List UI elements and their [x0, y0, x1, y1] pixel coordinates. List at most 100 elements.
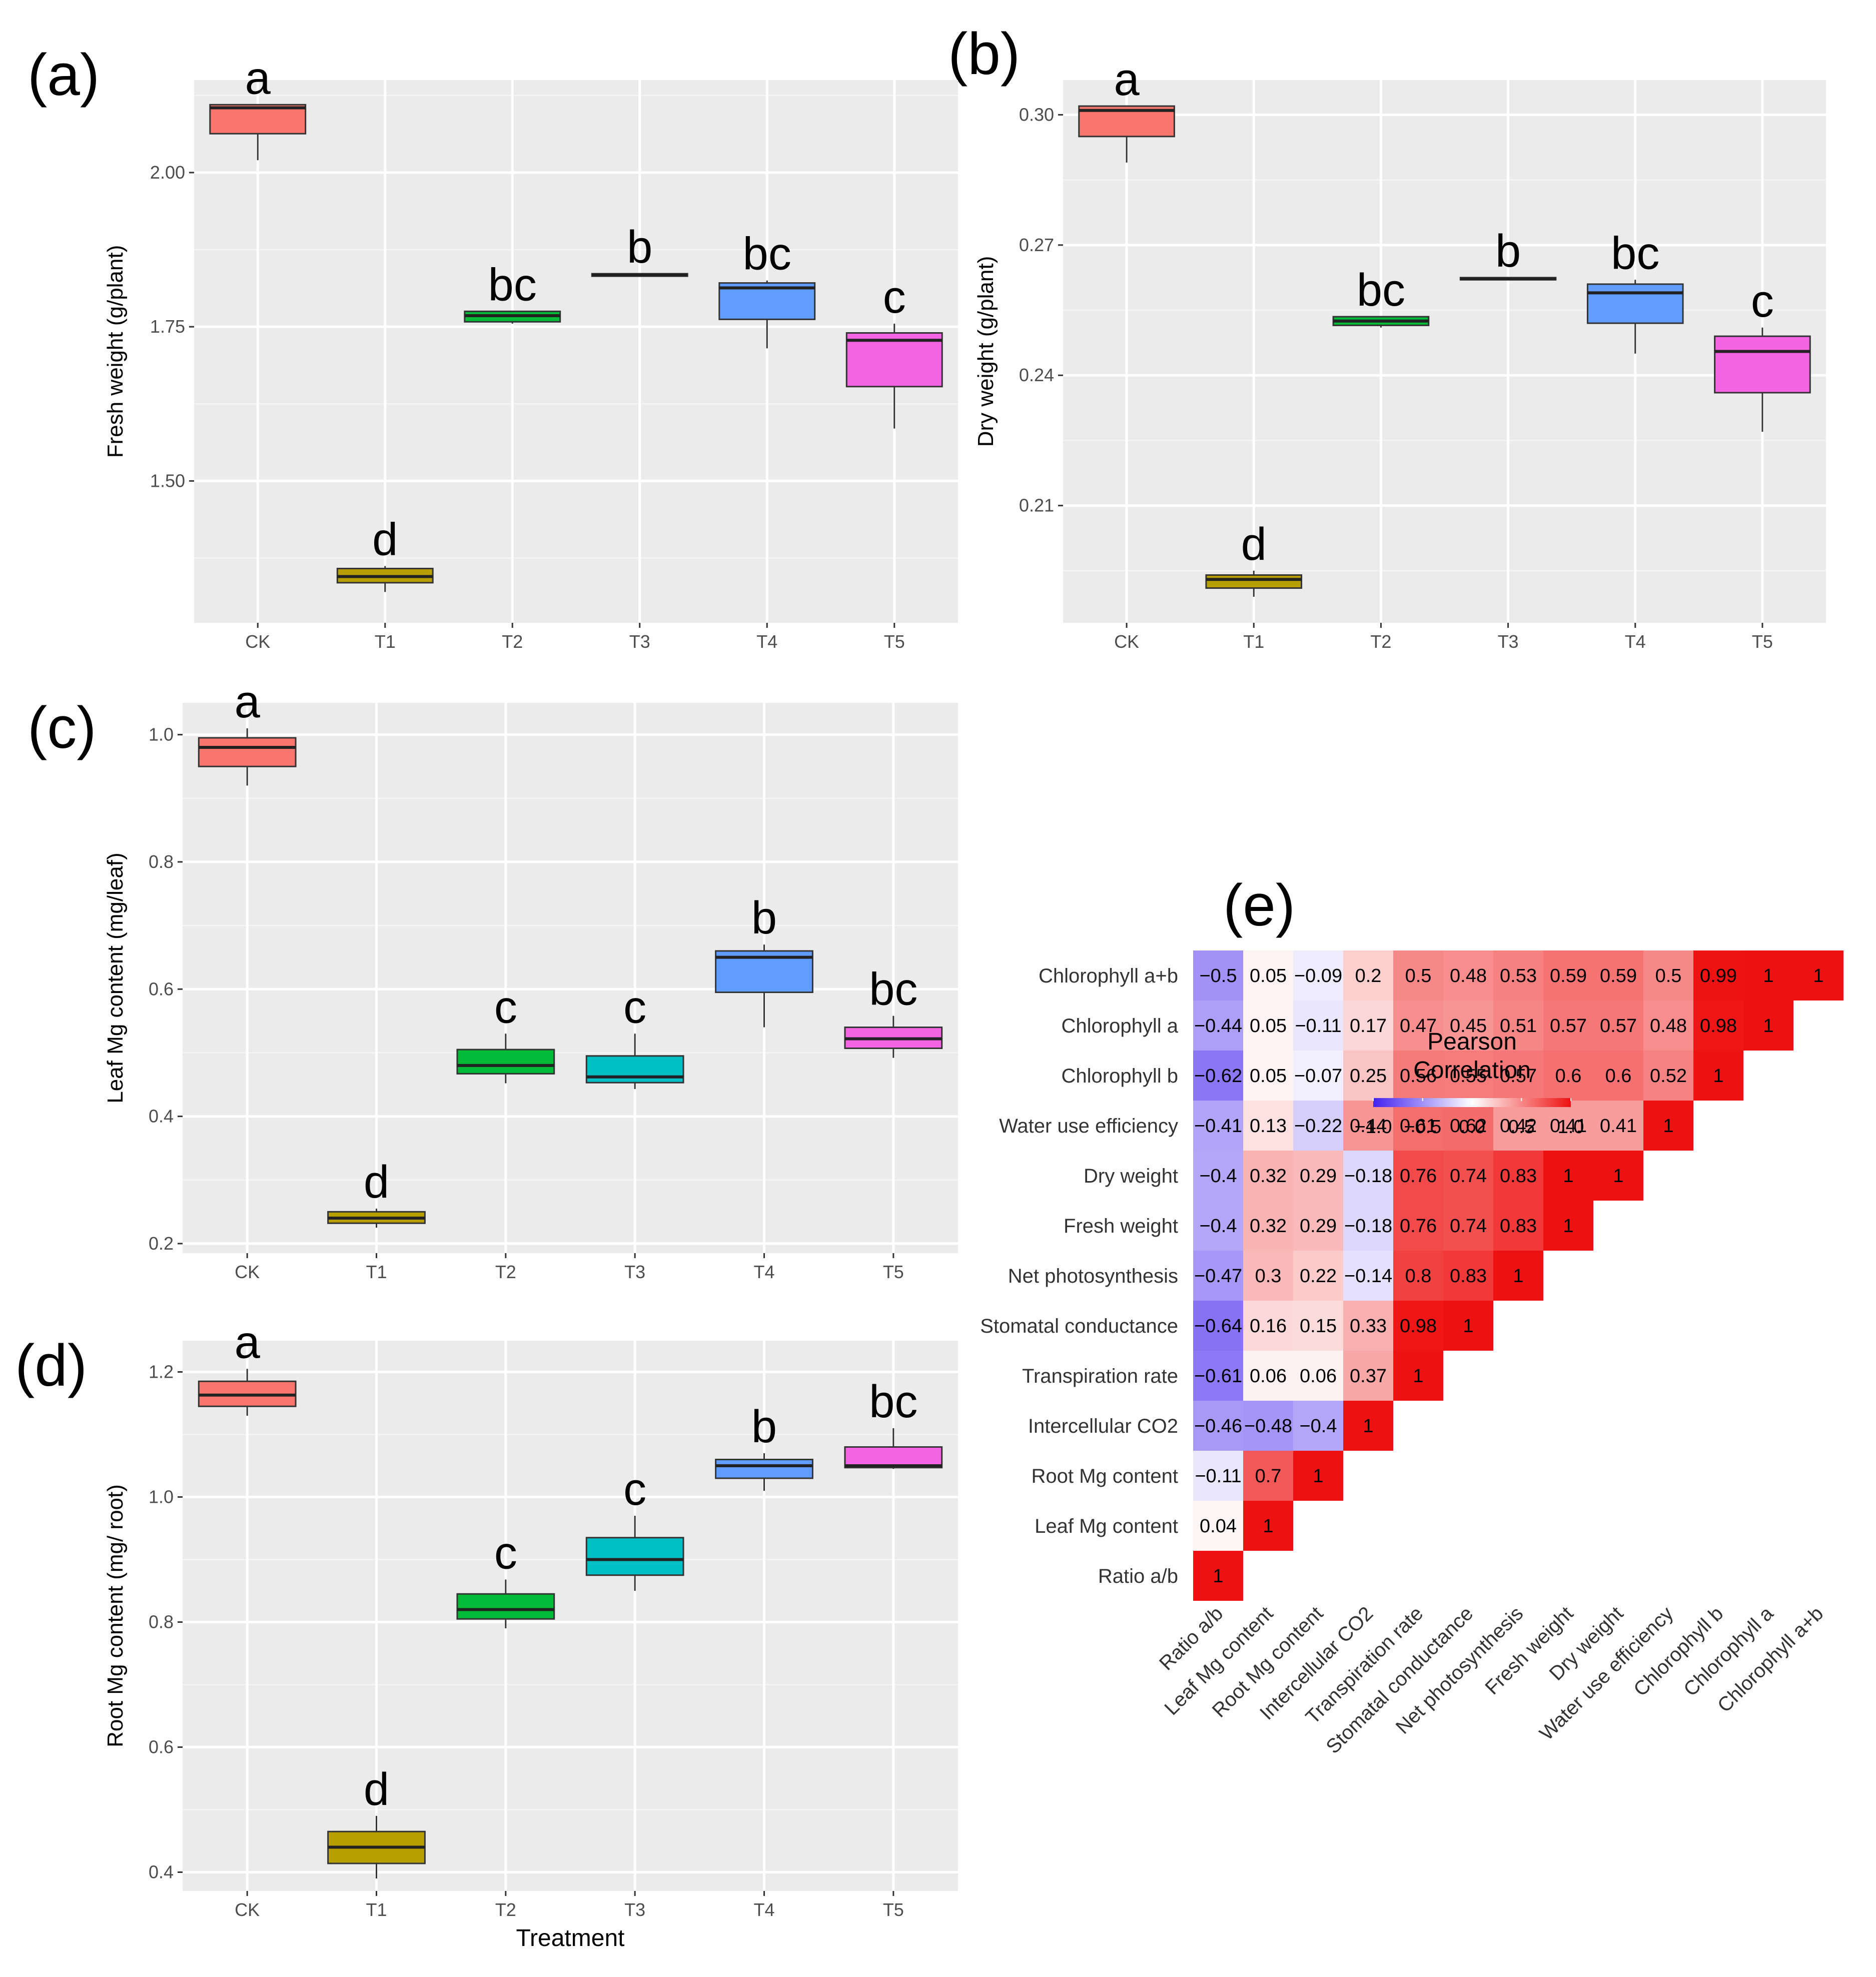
- heatmap-cell-value: 1: [1763, 965, 1773, 986]
- panel-b-significance-letter-T5: c: [1751, 276, 1774, 327]
- heatmap-cell-value: 0.6: [1605, 1066, 1632, 1087]
- heatmap-cell-value: 0.44: [1350, 1116, 1387, 1137]
- panel-d-box-T4: [715, 1459, 813, 1479]
- heatmap-cell-value: 0.05: [1250, 1066, 1287, 1087]
- heatmap-cell: [1193, 1401, 1243, 1451]
- heatmap-cell-value: 0.74: [1450, 1166, 1487, 1187]
- heatmap-cell: [1343, 1001, 1393, 1051]
- heatmap-cell-value: −0.22: [1294, 1116, 1342, 1137]
- heatmap-row-label: Fresh weight: [1064, 1215, 1178, 1237]
- heatmap-cell: [1443, 1201, 1493, 1251]
- heatmap-cell-value: 0.48: [1650, 1016, 1687, 1037]
- heatmap-cell: [1493, 1201, 1543, 1251]
- heatmap-cell-value: −0.4: [1299, 1416, 1337, 1437]
- panel-a-significance-letter-T1: d: [372, 514, 398, 565]
- panel-c-significance-letter-T4: b: [751, 892, 777, 943]
- heatmap-cell: [1493, 950, 1543, 1001]
- heatmap-cell: [1443, 1251, 1493, 1301]
- heatmap-cell: [1593, 1051, 1643, 1101]
- heatmap-cell: [1343, 1251, 1393, 1301]
- heatmap-cell-value: 1: [1263, 1516, 1273, 1537]
- panel-a-x-tick-label: T3: [629, 631, 650, 652]
- heatmap-row-label: Chlorophyll a: [1062, 1015, 1179, 1037]
- panel-d-x-tick-label: CK: [235, 1899, 260, 1920]
- heatmap-cell: [1393, 1301, 1443, 1351]
- panel-d-x-tick-label: T5: [883, 1899, 904, 1920]
- heatmap-cell: [1643, 1101, 1693, 1151]
- heatmap-row-label: Dry weight: [1084, 1165, 1178, 1187]
- heatmap-cell: [1293, 1001, 1343, 1051]
- panel-c-x-tick-label: T2: [495, 1262, 516, 1282]
- heatmap-cell-value: 0.51: [1500, 1016, 1537, 1037]
- panel-c-box-T3: [585, 1055, 684, 1084]
- heatmap-cell-value: 0.57: [1550, 1016, 1587, 1037]
- heatmap-cell-value: 0.55: [1450, 1066, 1487, 1087]
- heatmap-cell: [1443, 1301, 1493, 1351]
- heatmap-cell: [1243, 1301, 1293, 1351]
- heatmap-cell: [1643, 1051, 1693, 1101]
- heatmap-cell: [1193, 1201, 1243, 1251]
- heatmap-cell: [1593, 1001, 1643, 1051]
- panel-c-significance-letter-T1: d: [364, 1157, 389, 1208]
- panel-a-significance-letter-T3: b: [627, 222, 652, 273]
- heatmap-cell: [1543, 1051, 1593, 1101]
- panel-d-plot-background: [183, 1341, 958, 1891]
- heatmap-cell: [1193, 1551, 1243, 1601]
- heatmap-cell: [1643, 950, 1693, 1001]
- heatmap-row-label: Transpiration rate: [1022, 1365, 1178, 1387]
- heatmap-cell-value: 1: [1563, 1216, 1573, 1237]
- heatmap-cell-value: 0.61: [1400, 1116, 1437, 1137]
- panel-b-y-tick-label: 0.27: [1019, 235, 1054, 255]
- heatmap-cell: [1443, 1001, 1493, 1051]
- heatmap-cell: [1193, 1051, 1243, 1101]
- heatmap-row-label: Chlorophyll b: [1062, 1065, 1178, 1087]
- heatmap-cell: [1393, 1201, 1443, 1251]
- heatmap-cell-value: 0.15: [1300, 1316, 1337, 1337]
- heatmap-cell: [1443, 1051, 1493, 1101]
- panel-b-y-axis-title: Dry weight (g/plant): [974, 256, 998, 447]
- panel-c-significance-letter-T3: c: [623, 981, 646, 1033]
- panel-a-x-tick-label: T1: [375, 631, 396, 652]
- heatmap-cell: [1793, 950, 1843, 1001]
- panel-d-y-tick-label: 0.8: [149, 1612, 174, 1632]
- heatmap-cell-value: 0.22: [1300, 1266, 1337, 1287]
- legend-tick-label: 0.5: [1508, 1117, 1535, 1138]
- heatmap-cell-value: 0.29: [1300, 1216, 1337, 1237]
- legend-tick-label: −1.0: [1354, 1117, 1392, 1138]
- panel-c-y-tick-label: 1.0: [149, 724, 174, 745]
- heatmap-cell-value: 1: [1463, 1316, 1473, 1337]
- panel-a-x-tick-label: T2: [502, 631, 523, 652]
- heatmap-cell-value: 1: [1413, 1366, 1423, 1387]
- heatmap-row-label: Root Mg content: [1032, 1465, 1179, 1487]
- panel-b-x-tick-label: T4: [1625, 631, 1646, 652]
- panel-c-y-tick-label: 0.2: [149, 1233, 174, 1254]
- heatmap-cell: [1393, 1151, 1443, 1201]
- heatmap-cell-value: −0.4: [1199, 1166, 1237, 1187]
- heatmap-cell: [1243, 950, 1293, 1001]
- heatmap-cell-value: 0.98: [1700, 1016, 1737, 1037]
- heatmap-cell-value: 0.42: [1500, 1116, 1537, 1137]
- panel-c-x-tick-label: T1: [366, 1262, 387, 1282]
- panel-a-x-tick-label: CK: [245, 631, 270, 652]
- heatmap-cell: [1293, 1201, 1343, 1251]
- heatmap-cell: [1243, 1051, 1293, 1101]
- panel-a-y-axis-title: Fresh weight (g/plant): [103, 245, 128, 458]
- panel-d-root-mg: 0.4 0.6 0.8 1.0 1.2 a d c c b bc CK T1 T2 T3 T4 T5 Root M…: [103, 1317, 958, 1951]
- heatmap-cell: [1243, 1101, 1293, 1151]
- panel-b-significance-letter-T2: bc: [1357, 265, 1405, 316]
- heatmap-cell: [1343, 1351, 1393, 1401]
- heatmap-cell-value: −0.07: [1294, 1066, 1342, 1087]
- heatmap-cell: [1743, 950, 1793, 1001]
- panel-c-significance-letter-T5: bc: [869, 964, 917, 1015]
- heatmap-cell: [1493, 1051, 1543, 1101]
- heatmap-cell: [1593, 1151, 1643, 1201]
- heatmap-cell-value: 1: [1313, 1466, 1323, 1487]
- heatmap-cell: [1193, 1251, 1243, 1301]
- panel-d-significance-letter-T3: c: [623, 1464, 646, 1515]
- panel-c-y-tick-label: 0.6: [149, 978, 174, 999]
- panel-a-plot-background: [194, 80, 958, 623]
- heatmap-cell: [1493, 1001, 1543, 1051]
- heatmap-cell-value: 0.53: [1500, 965, 1537, 986]
- panel-c-y-axis-title: Leaf Mg content (mg/leaf): [103, 852, 128, 1103]
- heatmap-cell: [1343, 1401, 1393, 1451]
